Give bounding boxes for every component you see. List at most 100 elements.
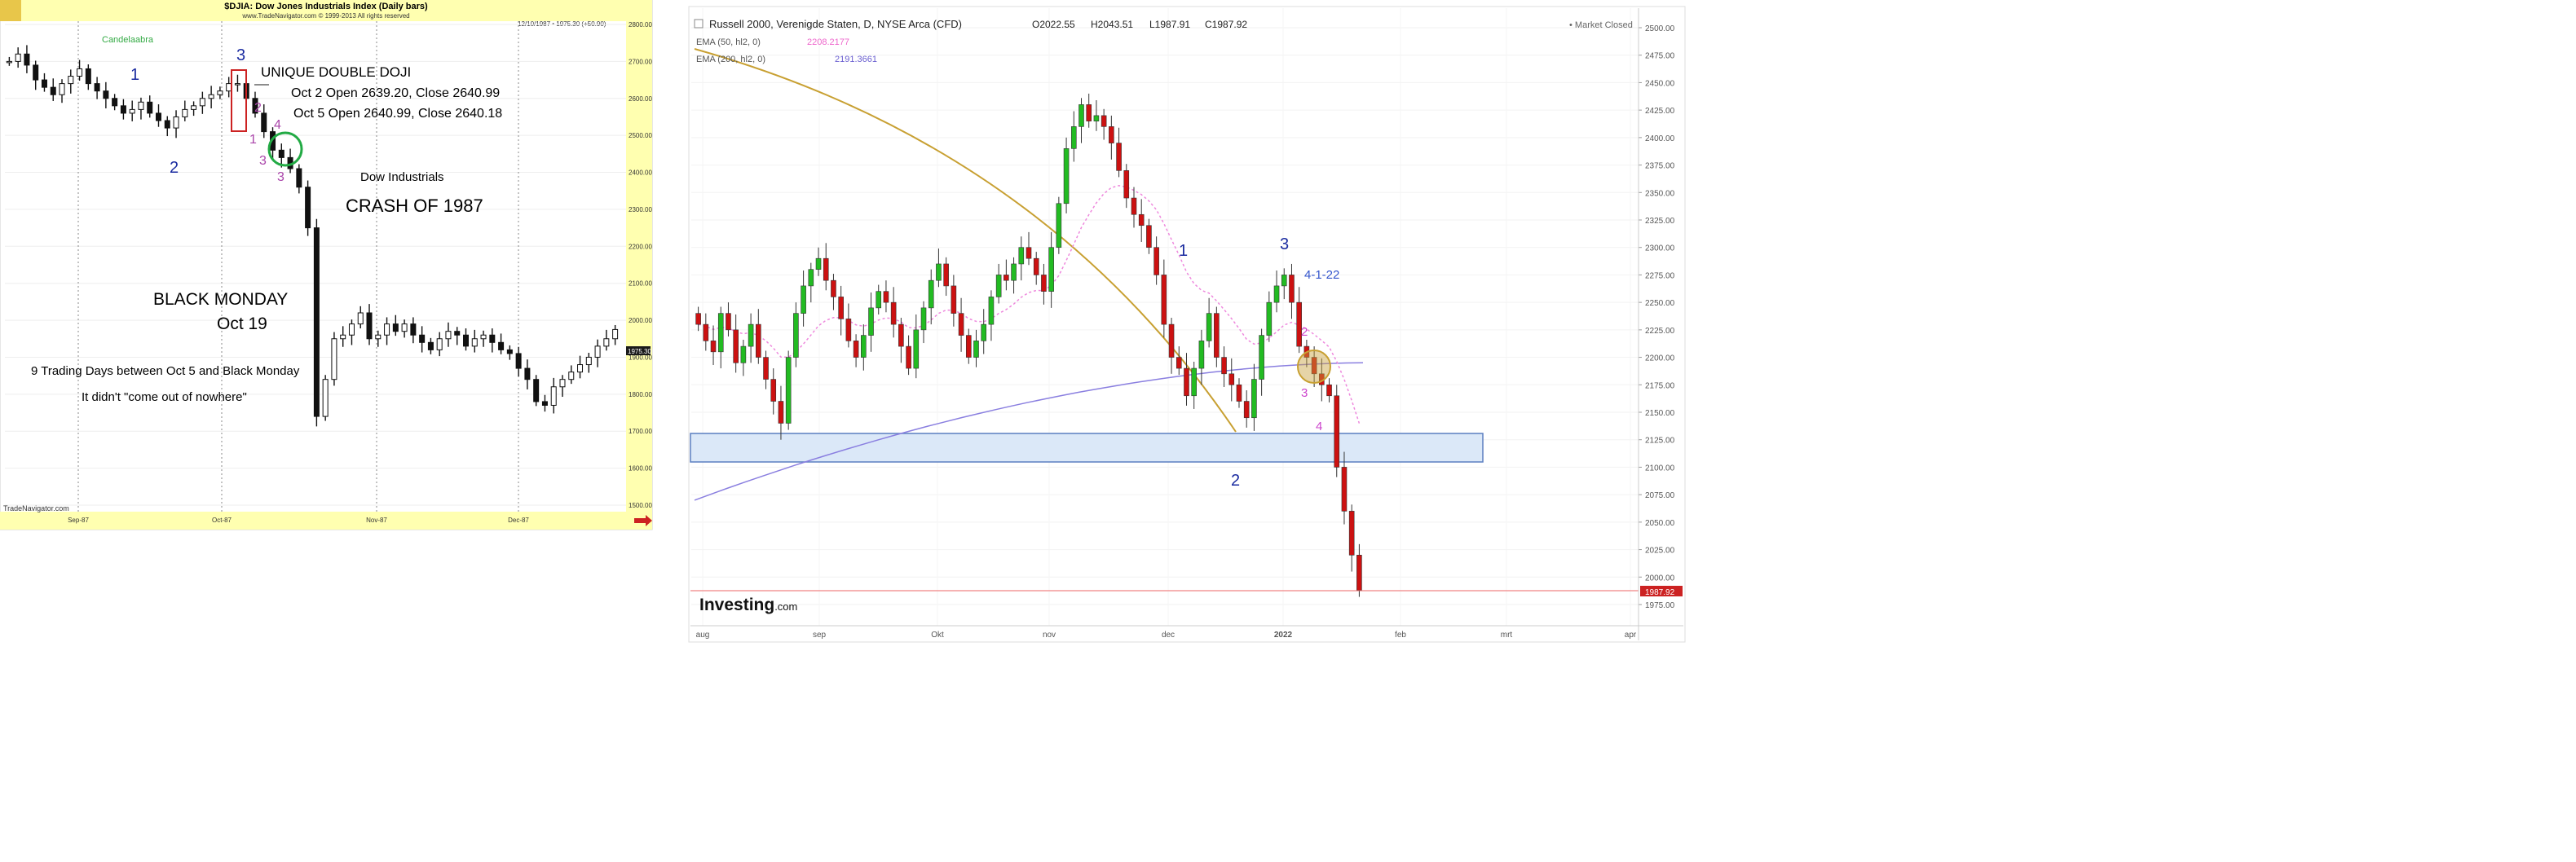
right-x-tick: dec bbox=[1162, 631, 1175, 640]
right-candle bbox=[936, 248, 942, 288]
left-y-tick: 2100.00 bbox=[629, 280, 652, 288]
oct5-label: Oct 5 Open 2640.99, Close 2640.18 bbox=[293, 107, 502, 121]
right-candle bbox=[823, 243, 829, 291]
left-price-bar bbox=[515, 346, 522, 377]
collapse-icon[interactable] bbox=[694, 19, 704, 29]
right-sub-4: 4 bbox=[1316, 420, 1322, 433]
scroll-right-arrow-icon[interactable] bbox=[634, 515, 652, 526]
right-candle bbox=[981, 309, 987, 354]
right-candle bbox=[920, 301, 927, 344]
left-price-bar bbox=[480, 330, 487, 347]
unique-doji-label: UNIQUE DOUBLE DOJI bbox=[261, 64, 411, 80]
left-price-bar bbox=[173, 110, 179, 139]
right-y-tick: 2100.00 bbox=[1645, 464, 1675, 473]
right-candle bbox=[1206, 297, 1212, 348]
left-price-bar bbox=[340, 326, 346, 347]
right-y-tick: 2475.00 bbox=[1645, 52, 1675, 61]
right-wave-3: 3 bbox=[1280, 235, 1289, 253]
left-y-tick: 1800.00 bbox=[629, 391, 652, 398]
left-price-bar bbox=[506, 345, 513, 360]
right-candle bbox=[1086, 93, 1092, 128]
crash-1987-label: CRASH OF 1987 bbox=[346, 196, 483, 216]
right-candle bbox=[1214, 306, 1220, 367]
left-price-bar bbox=[489, 328, 496, 353]
support-zone bbox=[690, 433, 1484, 463]
right-x-tick: nov bbox=[1043, 631, 1056, 640]
left-y-tick: 1900.00 bbox=[629, 354, 652, 361]
right-candle bbox=[1056, 196, 1062, 254]
right-candle bbox=[1266, 291, 1273, 342]
right-y-tick: 2125.00 bbox=[1645, 437, 1675, 446]
left-wave-1: 1 bbox=[130, 66, 139, 84]
investing-logo: Investing.com bbox=[699, 596, 797, 614]
ema200-label: EMA (200, hl2, 0) bbox=[696, 55, 765, 64]
left-price-bar bbox=[120, 99, 126, 120]
left-x-tick: Sep-87 bbox=[68, 517, 89, 524]
ema50-value: 2208.2177 bbox=[807, 37, 849, 47]
left-price-bar bbox=[498, 333, 505, 354]
right-x-tick: aug bbox=[696, 631, 710, 640]
left-header-sub: www.TradeNavigator.com © 1999-2013 All r… bbox=[241, 12, 409, 20]
right-candle bbox=[733, 314, 739, 373]
ema50-line bbox=[698, 185, 1361, 424]
right-sub-3: 3 bbox=[1301, 386, 1308, 400]
left-x-tick: Oct-87 bbox=[212, 517, 232, 524]
right-candle bbox=[763, 350, 769, 389]
right-candle bbox=[717, 306, 724, 369]
left-price-bar bbox=[199, 91, 205, 114]
right-price-tag-text: 1987.92 bbox=[1645, 588, 1675, 597]
left-price-bar bbox=[112, 94, 118, 111]
left-price-bar bbox=[603, 329, 610, 351]
right-candle bbox=[906, 335, 911, 376]
right-candles bbox=[695, 93, 1362, 597]
right-candle bbox=[958, 297, 964, 352]
left-price-bar bbox=[59, 79, 65, 103]
right-candle bbox=[995, 263, 1002, 304]
left-price-bar bbox=[331, 332, 337, 386]
left-price-bar bbox=[445, 322, 452, 347]
right-candle bbox=[1123, 164, 1130, 209]
right-candle bbox=[988, 290, 995, 341]
right-y-tick: 2500.00 bbox=[1645, 24, 1675, 33]
right-candle bbox=[1334, 385, 1340, 477]
left-price-bar bbox=[594, 339, 601, 367]
oct19-label: Oct 19 bbox=[217, 314, 267, 333]
right-candle bbox=[1131, 187, 1137, 228]
right-candle bbox=[831, 274, 836, 310]
left-x-tick: Dec-87 bbox=[508, 517, 529, 524]
left-price-bar bbox=[401, 319, 408, 338]
left-y-tick: 1700.00 bbox=[629, 428, 652, 435]
right-candle bbox=[1228, 358, 1235, 402]
left-price-bar bbox=[68, 69, 74, 94]
left-price-bar bbox=[278, 143, 285, 168]
left-y-tick: 1500.00 bbox=[629, 502, 652, 509]
left-price-bar bbox=[85, 64, 91, 90]
right-candle bbox=[695, 306, 701, 332]
right-candle bbox=[1109, 115, 1114, 160]
right-candle bbox=[1236, 378, 1242, 408]
right-candle bbox=[876, 284, 882, 314]
right-y-tick: 2175.00 bbox=[1645, 381, 1675, 390]
right-candle bbox=[1093, 100, 1100, 131]
left-header-title: $DJIA: Dow Jones Industrials Index (Dail… bbox=[224, 2, 428, 11]
right-y-tick: 2075.00 bbox=[1645, 491, 1675, 500]
left-price-bar bbox=[41, 73, 47, 92]
right-candle bbox=[1153, 236, 1159, 285]
left-y-tick: 2000.00 bbox=[629, 317, 652, 324]
right-x-tick: apr bbox=[1625, 631, 1637, 640]
right-candle bbox=[748, 313, 754, 363]
right-candle bbox=[853, 334, 859, 367]
right-candle bbox=[1146, 218, 1152, 254]
right-candle bbox=[1101, 108, 1107, 140]
right-candle bbox=[1063, 137, 1070, 213]
left-watermark: TradeNavigator.com bbox=[3, 504, 69, 512]
black-monday-label: BLACK MONDAY bbox=[153, 290, 288, 309]
left-price-bar bbox=[357, 306, 364, 329]
left-price-bar bbox=[419, 326, 426, 353]
right-chart-frame bbox=[688, 6, 1686, 643]
left-y-tick: 2600.00 bbox=[629, 95, 652, 103]
left-price-bar bbox=[375, 330, 382, 347]
left-price-bar bbox=[471, 329, 478, 353]
nine-days-label: 9 Trading Days between Oct 5 and Black M… bbox=[31, 364, 300, 378]
